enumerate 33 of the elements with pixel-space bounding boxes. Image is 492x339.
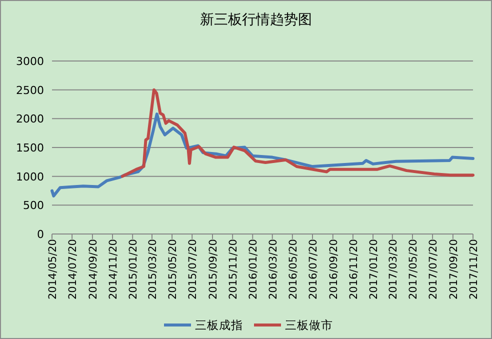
- x-tick-label: 2016/11/20: [348, 239, 360, 300]
- x-tick-label: 2014/07/20: [67, 239, 80, 300]
- x-tick-label: 2017/09/20: [448, 239, 460, 300]
- x-tick-label: 2014/09/20: [87, 239, 100, 300]
- x-tick-label: 2017/01/20: [368, 239, 380, 300]
- y-tick-label: 1500: [16, 142, 44, 154]
- x-tick-label: 2017/11/20: [468, 239, 480, 300]
- x-tick-label: 2016/07/20: [307, 239, 320, 300]
- x-tick-label: 2016/05/20: [287, 239, 300, 300]
- y-tick-label: 2500: [16, 84, 44, 97]
- x-tick-label: 2017/05/20: [407, 239, 420, 300]
- chart-title: 新三板行情趋势图: [200, 12, 312, 28]
- x-tick-label: 2015/01/20: [128, 239, 140, 300]
- y-tick-label: 1000: [16, 170, 44, 184]
- x-tick-label: 2016/01/20: [248, 239, 260, 300]
- x-tick-label: 2014/11/20: [108, 239, 120, 300]
- legend-label: 三板成指: [195, 318, 243, 332]
- y-tick-label: 2000: [16, 112, 44, 126]
- y-tick-label: 3000: [16, 55, 44, 68]
- x-tick-label: 2017/07/20: [428, 239, 440, 300]
- legend-label: 三板做市: [285, 318, 333, 332]
- x-tick-label: 2015/05/20: [167, 239, 180, 300]
- x-tick-label: 2015/09/20: [208, 239, 220, 300]
- x-tick-label: 2015/07/20: [187, 239, 200, 300]
- x-tick-label: 2015/11/20: [228, 239, 240, 300]
- x-tick-label: 2016/03/20: [267, 239, 280, 300]
- line-series: [120, 88, 474, 178]
- y-tick-label: 0: [37, 228, 44, 241]
- x-tick-label: 2017/03/20: [387, 239, 400, 300]
- x-tick-label: 2014/05/20: [47, 239, 59, 300]
- x-tick-label: 2016/09/20: [328, 239, 340, 300]
- x-tick-label: 2015/03/20: [146, 239, 159, 300]
- y-tick-label: 500: [23, 199, 44, 212]
